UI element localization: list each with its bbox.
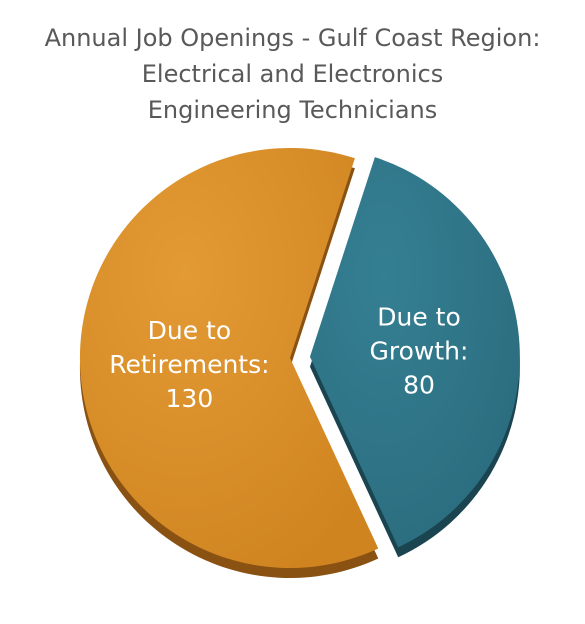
pie-slice-label-2: Due to Growth: 80 [370,302,469,399]
pie-slice-1 [79,147,379,568]
chart-title-line-3: Engineering Technicians [147,96,438,124]
pie-slice-label-2-line-3: 80 [403,370,435,399]
pie-slice-label-2-line-1: Due to [377,302,461,331]
pie-slice-label-1-line-1: Due to [148,316,232,345]
chart-title-line-1: Annual Job Openings - Gulf Coast Region: [44,24,541,52]
chart-title-line-2: Electrical and Electronics [141,60,444,88]
chart-title: Annual Job Openings - Gulf Coast Region:… [0,20,585,128]
pie-slice-2 [309,157,520,548]
pie-slice-label-1-line-3: 130 [166,384,214,413]
pie-slice-label-1: Due to Retirements: 130 [109,316,269,413]
pie-slice-label-2-line-2: Growth: [370,336,469,365]
pie-slice-label-1-line-2: Retirements: [109,350,269,379]
